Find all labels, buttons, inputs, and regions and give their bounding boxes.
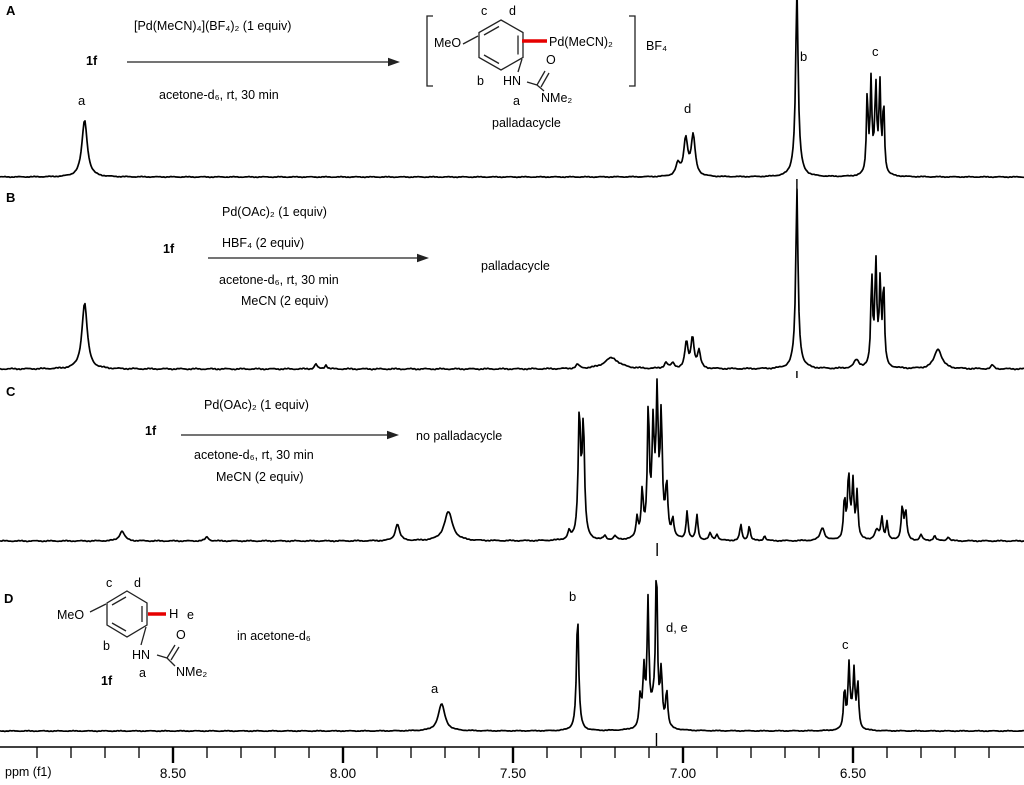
c-nme2-bond — [536, 84, 545, 92]
spectrum-trace-D — [0, 579, 1024, 733]
ppm-axis: 8.50 8.00 7.50 7.00 6.50 — [0, 746, 1024, 781]
benzene-ring — [478, 19, 524, 71]
tick-label: 6.50 — [840, 766, 866, 781]
left-bracket — [426, 15, 433, 87]
tick-label: 8.50 — [160, 766, 186, 781]
c-nme2-bond — [166, 657, 176, 667]
reaction-arrow-B — [208, 253, 429, 263]
benzene-ring — [106, 590, 148, 638]
meo-bond — [89, 603, 107, 613]
reaction-arrow-A — [127, 57, 400, 67]
n-c-bond — [156, 654, 168, 659]
tick-label: 8.00 — [330, 766, 356, 781]
spectrum-trace-B — [0, 188, 1024, 371]
n-c-bond — [526, 81, 538, 86]
structure-1f — [89, 590, 180, 667]
ring-n-bond — [140, 626, 147, 646]
spectrum-trace-C — [0, 378, 1024, 543]
meo-bond — [462, 35, 479, 45]
c-o-double-bond — [536, 70, 546, 86]
ring-n-bond — [517, 58, 523, 73]
spectra-traces — [0, 0, 1024, 746]
tick-label: 7.50 — [500, 766, 526, 781]
spectrum-trace-A — [0, 0, 1024, 179]
reaction-arrow-C — [181, 430, 399, 440]
tick-label: 7.00 — [670, 766, 696, 781]
c-o-double-bond — [166, 644, 176, 659]
right-bracket — [629, 15, 636, 87]
structure-palladacycle — [426, 15, 636, 92]
